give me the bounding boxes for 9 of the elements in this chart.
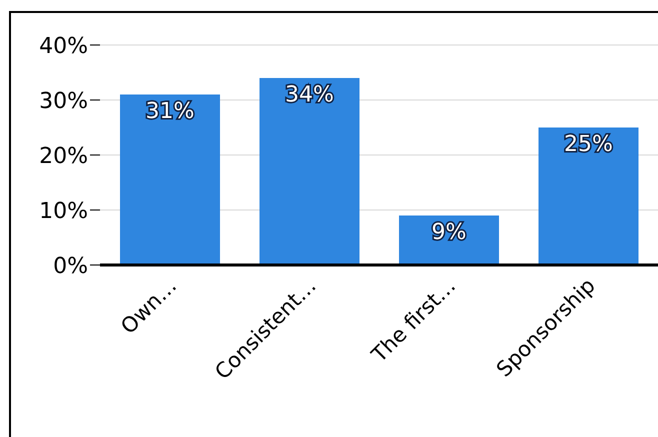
- y-tick-label: 30%: [39, 88, 88, 114]
- y-tick-label: 10%: [39, 198, 88, 224]
- data-label: 25%: [564, 132, 613, 158]
- data-label: 9%: [432, 220, 466, 246]
- y-tick-label: 40%: [39, 34, 88, 59]
- data-label: 34%: [285, 82, 334, 108]
- y-tick-label: 0%: [53, 254, 88, 279]
- data-label: 31%: [146, 99, 194, 124]
- y-tick-label: 20%: [39, 144, 88, 169]
